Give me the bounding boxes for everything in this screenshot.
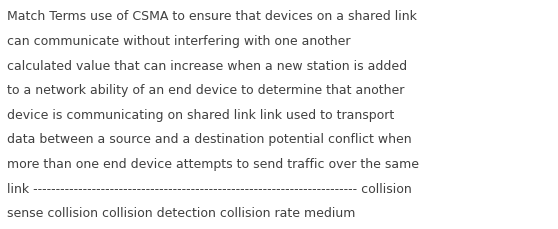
Text: device is communicating on shared link link used to transport: device is communicating on shared link l… — [7, 108, 394, 121]
Text: data between a source and a destination potential conflict when: data between a source and a destination … — [7, 133, 411, 146]
Text: to a network ability of an end device to determine that another: to a network ability of an end device to… — [7, 84, 404, 97]
Text: link ------------------------------------------------------------------------ co: link -----------------------------------… — [7, 182, 411, 195]
Text: Match Terms use of CSMA to ensure that devices on a shared link: Match Terms use of CSMA to ensure that d… — [7, 10, 417, 23]
Text: calculated value that can increase when a new station is added: calculated value that can increase when … — [7, 59, 407, 72]
Text: can communicate without interfering with one another: can communicate without interfering with… — [7, 35, 350, 48]
Text: sense collision collision detection collision rate medium: sense collision collision detection coll… — [7, 206, 355, 219]
Text: more than one end device attempts to send traffic over the same: more than one end device attempts to sen… — [7, 157, 418, 170]
